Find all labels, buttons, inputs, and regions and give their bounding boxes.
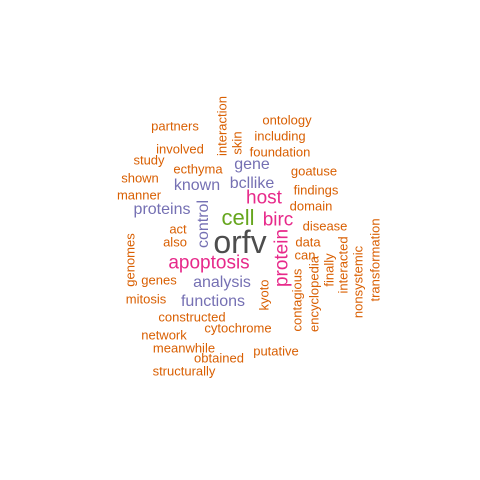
word-obtained: obtained — [194, 350, 244, 366]
word-known: known — [173, 177, 221, 194]
word-partners: partners — [151, 118, 199, 134]
word-cytochrome: cytochrome — [204, 320, 272, 336]
word-interacted: interacted — [335, 236, 351, 294]
word-can: can — [294, 247, 316, 263]
word-contagious: contagious — [289, 268, 305, 332]
word-proteins: proteins — [133, 201, 191, 218]
word-finally: finally — [321, 253, 337, 287]
word-including: including — [254, 128, 306, 144]
word-network: network — [141, 327, 187, 343]
word-meanwhile: meanwhile — [152, 340, 216, 356]
word-putative: putative — [253, 343, 299, 359]
word-transformation: transformation — [367, 218, 383, 302]
word-mitosis: mitosis — [125, 291, 167, 307]
word-bcllike: bcllike — [229, 175, 275, 192]
word-domain: domain — [289, 198, 333, 214]
word-apoptosis: apoptosis — [168, 252, 250, 274]
word-also: also — [163, 234, 187, 250]
word-ecthyma: ecthyma — [173, 161, 223, 177]
word-nonsystemic: nonsystemic — [350, 245, 366, 319]
word-birc: birc — [262, 209, 294, 231]
word-manner: manner — [116, 187, 162, 203]
word-host: host — [246, 187, 282, 209]
word-findings: findings — [293, 182, 339, 198]
word-control: control — [195, 199, 212, 249]
word-disease: disease — [302, 218, 348, 234]
word-involved: involved — [156, 141, 204, 157]
word-shown: shown — [121, 170, 159, 186]
word-genomes: genomes — [122, 233, 138, 287]
word-genes: genes — [141, 272, 177, 288]
word-study: study — [133, 152, 165, 168]
word-constructed: constructed — [158, 309, 226, 325]
word-data: data — [295, 234, 321, 250]
word-kyoto: kyoto — [256, 279, 272, 311]
word-functions: functions — [180, 293, 246, 310]
word-act: act — [169, 221, 187, 237]
word-cell: cell — [221, 205, 255, 230]
word-ontology: ontology — [262, 112, 312, 128]
word-orfv: orfv — [213, 224, 267, 260]
word-goatuse: goatuse — [290, 163, 338, 179]
word-interaction: interaction — [214, 96, 230, 156]
word-structurally: structurally — [152, 363, 216, 379]
word-skin: skin — [229, 131, 245, 155]
word-encyclopedia: encyclopedia — [306, 256, 322, 332]
word-gene: gene — [234, 156, 270, 173]
word-foundation: foundation — [249, 144, 311, 160]
word-analysis: analysis — [193, 274, 251, 291]
